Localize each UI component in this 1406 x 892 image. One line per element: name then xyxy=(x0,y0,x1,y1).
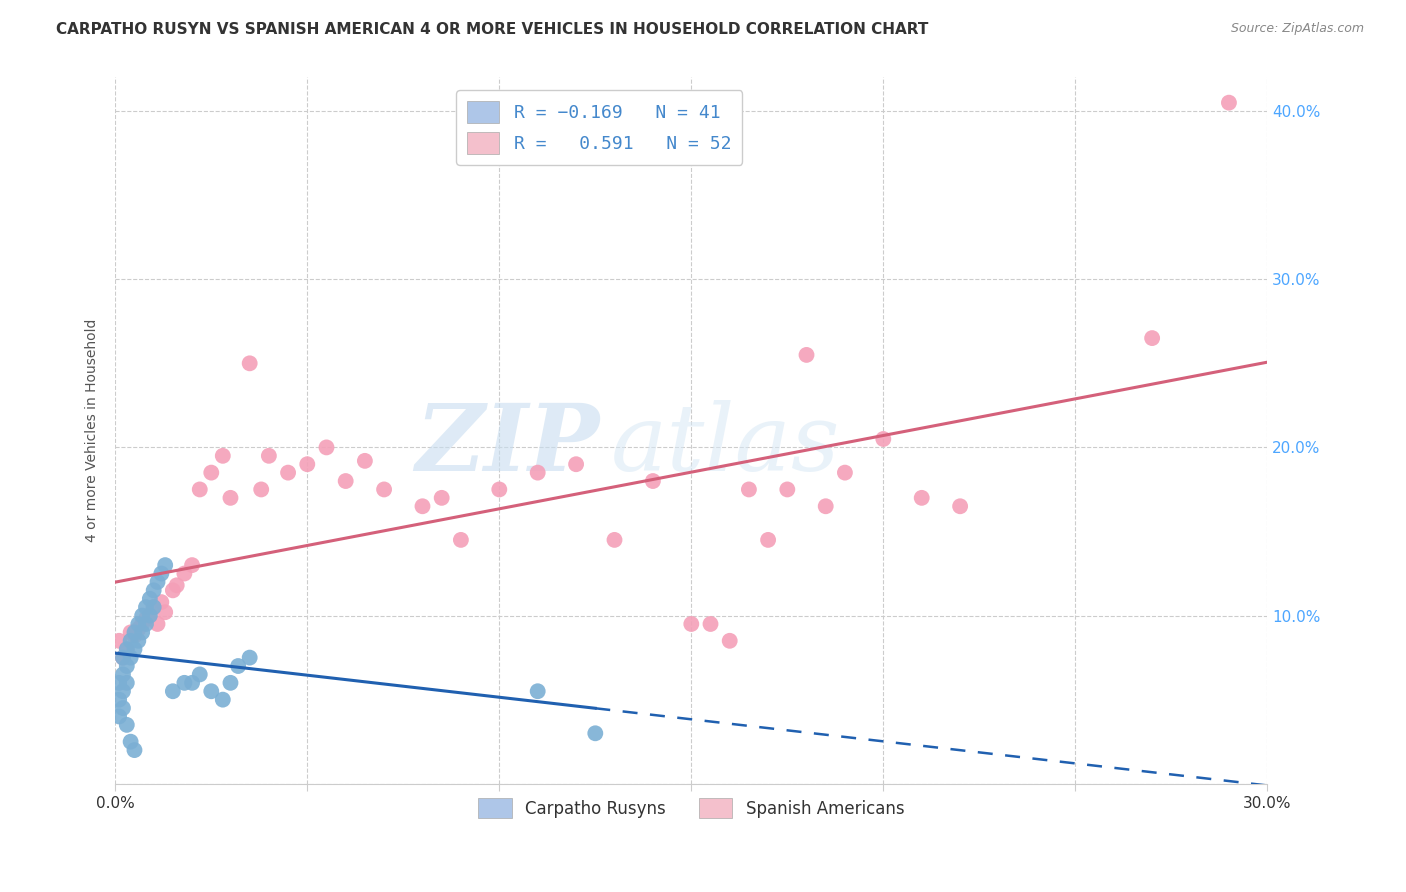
Point xyxy=(108,692,131,706)
Point xyxy=(142,583,165,598)
Point xyxy=(146,574,169,589)
Point xyxy=(200,466,222,480)
Point xyxy=(120,633,142,648)
Point xyxy=(450,533,472,547)
Point xyxy=(115,659,138,673)
Point xyxy=(111,650,134,665)
Point xyxy=(297,457,319,471)
Point xyxy=(257,449,280,463)
Point xyxy=(127,622,149,636)
Point xyxy=(166,578,188,592)
Point xyxy=(181,558,204,573)
Point xyxy=(699,617,721,632)
Point xyxy=(153,605,176,619)
Point xyxy=(526,466,548,480)
Point xyxy=(135,600,157,615)
Legend: Carpatho Rusyns, Spanish Americans: Carpatho Rusyns, Spanish Americans xyxy=(471,791,911,825)
Point xyxy=(124,642,146,657)
Point xyxy=(796,348,818,362)
Point xyxy=(131,608,153,623)
Point xyxy=(776,483,799,497)
Point xyxy=(1218,95,1240,110)
Point xyxy=(150,566,173,581)
Point xyxy=(526,684,548,698)
Point xyxy=(111,667,134,681)
Point xyxy=(239,356,262,370)
Point xyxy=(127,633,149,648)
Point xyxy=(139,591,162,606)
Point xyxy=(219,676,242,690)
Point xyxy=(188,667,211,681)
Y-axis label: 4 or more Vehicles in Household: 4 or more Vehicles in Household xyxy=(86,319,100,542)
Point xyxy=(142,600,165,615)
Text: CARPATHO RUSYN VS SPANISH AMERICAN 4 OR MORE VEHICLES IN HOUSEHOLD CORRELATION C: CARPATHO RUSYN VS SPANISH AMERICAN 4 OR … xyxy=(56,22,928,37)
Point xyxy=(565,457,588,471)
Point xyxy=(315,441,337,455)
Point xyxy=(949,500,972,514)
Text: ZIP: ZIP xyxy=(415,400,599,490)
Point xyxy=(872,432,894,446)
Point xyxy=(131,617,153,632)
Point xyxy=(115,676,138,690)
Point xyxy=(111,684,134,698)
Point xyxy=(718,633,741,648)
Point xyxy=(681,617,703,632)
Point xyxy=(120,625,142,640)
Point xyxy=(108,633,131,648)
Point xyxy=(738,483,761,497)
Point xyxy=(335,474,357,488)
Point xyxy=(834,466,856,480)
Point xyxy=(115,642,138,657)
Point xyxy=(139,608,162,623)
Point xyxy=(200,684,222,698)
Point xyxy=(150,595,173,609)
Point xyxy=(219,491,242,505)
Point xyxy=(120,734,142,748)
Point xyxy=(430,491,453,505)
Point xyxy=(146,617,169,632)
Point xyxy=(239,650,262,665)
Point xyxy=(277,466,299,480)
Point xyxy=(354,454,377,468)
Point xyxy=(124,629,146,643)
Point xyxy=(115,642,138,657)
Point xyxy=(111,650,134,665)
Point xyxy=(488,483,510,497)
Point xyxy=(756,533,779,547)
Point xyxy=(641,474,664,488)
Point xyxy=(139,608,162,623)
Point xyxy=(373,483,395,497)
Point xyxy=(583,726,606,740)
Point xyxy=(250,483,273,497)
Point xyxy=(603,533,626,547)
Point xyxy=(211,449,233,463)
Text: atlas: atlas xyxy=(610,400,841,490)
Point xyxy=(1140,331,1163,345)
Point xyxy=(153,558,176,573)
Text: Source: ZipAtlas.com: Source: ZipAtlas.com xyxy=(1230,22,1364,36)
Point xyxy=(173,676,195,690)
Point xyxy=(124,743,146,757)
Point xyxy=(162,684,184,698)
Point xyxy=(124,625,146,640)
Point xyxy=(188,483,211,497)
Point xyxy=(162,583,184,598)
Point xyxy=(181,676,204,690)
Point xyxy=(135,617,157,632)
Point xyxy=(142,600,165,615)
Point xyxy=(108,676,131,690)
Point xyxy=(131,625,153,640)
Point xyxy=(911,491,934,505)
Point xyxy=(115,718,138,732)
Point xyxy=(211,692,233,706)
Point xyxy=(120,650,142,665)
Point xyxy=(127,617,149,632)
Point xyxy=(135,612,157,626)
Point xyxy=(173,566,195,581)
Point xyxy=(108,709,131,723)
Point xyxy=(814,500,837,514)
Point xyxy=(411,500,433,514)
Point xyxy=(111,701,134,715)
Point xyxy=(226,659,249,673)
